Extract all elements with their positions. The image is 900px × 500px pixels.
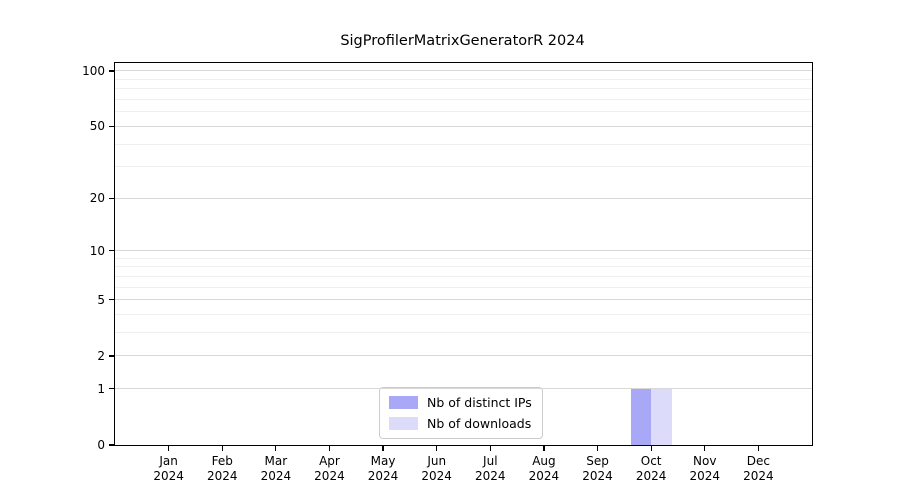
major-gridline [115, 197, 812, 199]
minor-gridline [115, 266, 812, 268]
x-tick-mark [704, 446, 706, 451]
legend-swatch-downloads [389, 417, 418, 430]
major-gridline [115, 250, 812, 252]
minor-gridline [115, 314, 812, 316]
x-tick-label: Dec 2024 [743, 454, 774, 483]
legend-item-downloads: Nb of downloads [389, 416, 532, 431]
x-tick-mark [436, 446, 438, 451]
minor-gridline [115, 166, 812, 168]
minor-gridline [115, 143, 812, 145]
major-gridline [115, 299, 812, 301]
y-tick-mark [109, 70, 114, 72]
x-tick-label: Nov 2024 [689, 454, 721, 483]
x-tick-mark [596, 446, 599, 451]
y-tick-label: 5 [97, 292, 105, 307]
minor-gridline [115, 275, 812, 277]
major-gridline [115, 70, 812, 72]
x-tick-mark [489, 446, 491, 451]
legend-swatch-distinct-ips [389, 396, 418, 409]
plot-area: Nb of distinct IPs Nb of downloads 0 1 2 5 1… [82, 62, 813, 483]
legend-item-distinct-ips: Nb of distinct IPs [389, 395, 532, 410]
major-gridline [115, 388, 812, 390]
legend-label-downloads: Nb of downloads [427, 416, 532, 431]
x-tick-label: Jul 2024 [475, 454, 506, 483]
minor-gridline [115, 111, 812, 113]
y-tick-mark [109, 299, 114, 301]
minor-gridline [115, 257, 812, 259]
y-tick-mark [109, 388, 114, 390]
x-tick-mark [168, 446, 170, 451]
legend-label-distinct-ips: Nb of distinct IPs [427, 395, 532, 410]
legend: Nb of distinct IPs Nb of downloads [379, 387, 543, 439]
y-tick-label: 100 [82, 63, 105, 78]
y-tick-label: 0 [97, 438, 105, 452]
minor-gridline [115, 332, 812, 334]
y-tick-label: 50 [89, 119, 105, 134]
y-tick-label: 20 [89, 191, 105, 206]
y-tick-label: 1 [97, 381, 105, 396]
bar-downloads [651, 388, 672, 445]
x-tick-label: Apr 2024 [314, 454, 345, 483]
x-tick-label: Mar 2024 [260, 454, 292, 483]
y-tick-label: 10 [89, 243, 105, 258]
x-tick-mark [221, 446, 223, 451]
x-tick-mark [757, 446, 759, 451]
x-tick-label: Jun 2024 [421, 454, 452, 483]
minor-gridline [115, 88, 812, 90]
x-tick-mark [382, 446, 384, 451]
bar-distinct-ips [630, 388, 652, 445]
x-tick-label: Sep 2024 [582, 454, 613, 483]
minor-gridline [115, 286, 812, 288]
y-tick-mark [109, 444, 114, 446]
major-gridline [115, 355, 812, 357]
y-tick-label: 2 [97, 348, 105, 363]
x-tick-label: Aug 2024 [528, 454, 560, 483]
x-tick-mark [275, 446, 277, 451]
y-tick-mark [109, 125, 114, 127]
x-tick-label: Oct 2024 [635, 454, 667, 483]
chart-title: SigProfilerMatrixGeneratorR 2024 [340, 33, 585, 49]
y-tick-mark [109, 355, 114, 357]
y-tick-mark [109, 250, 114, 252]
x-tick-mark [328, 446, 331, 451]
x-tick-mark [543, 446, 545, 451]
x-tick-label: Jan 2024 [153, 454, 184, 483]
minor-gridline [115, 99, 812, 101]
major-gridline [115, 125, 812, 127]
x-tick-label: May 2024 [367, 454, 399, 483]
x-tick-mark [650, 446, 652, 451]
x-tick-label: Feb 2024 [206, 454, 238, 483]
y-tick-mark [109, 197, 114, 199]
minor-gridline [115, 78, 812, 80]
